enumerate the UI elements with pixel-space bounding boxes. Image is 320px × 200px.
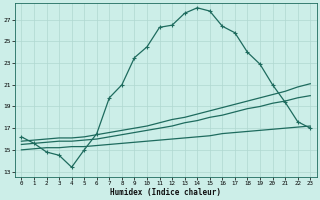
X-axis label: Humidex (Indice chaleur): Humidex (Indice chaleur) bbox=[110, 188, 221, 197]
